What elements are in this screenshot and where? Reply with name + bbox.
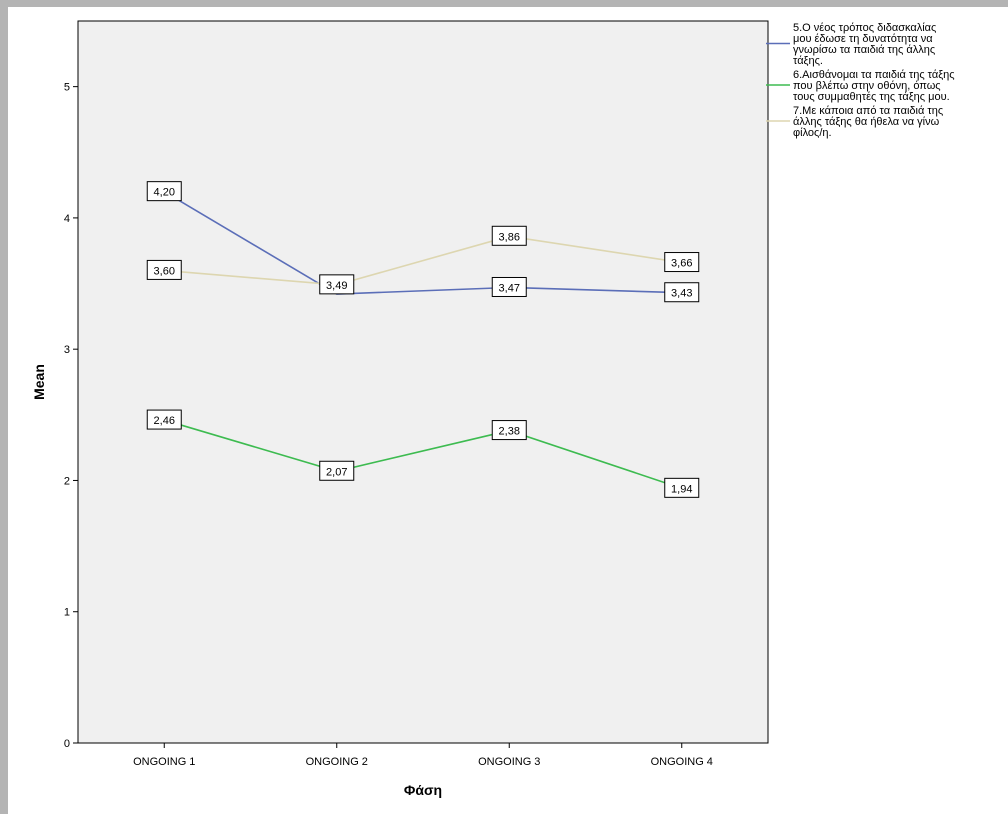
legend-label: 5.Ο νέος τρόπος διδασκαλίας bbox=[793, 22, 936, 34]
data-label-text: 3,86 bbox=[499, 231, 520, 243]
data-label-text: 4,20 bbox=[154, 187, 175, 199]
data-label: 3,60 bbox=[146, 259, 182, 280]
legend-label: γνωρίσω τα παιδιά της άλλης bbox=[793, 44, 935, 56]
y-tick-label: 0 bbox=[64, 738, 70, 750]
data-label-box bbox=[146, 259, 182, 280]
data-label-box bbox=[664, 252, 700, 273]
data-label-text: 3,47 bbox=[499, 282, 520, 294]
x-tick-label: ONGOING 3 bbox=[478, 756, 540, 768]
y-tick-label: 1 bbox=[64, 607, 70, 619]
series-line-2 bbox=[164, 419, 683, 490]
y-tick-label: 2 bbox=[64, 475, 70, 487]
axes: 0 1 2 3 4 5 ONGOING 1 ONGOING 2 ONGOING 3 ONGOING… bbox=[64, 21, 768, 768]
data-label-box bbox=[664, 282, 700, 303]
x-tick-label: ONGOING 1 bbox=[133, 756, 195, 768]
x-axis-title: Φάση bbox=[404, 782, 442, 798]
legend-label: άλλης τάξης θα ήθελα να γίνω bbox=[793, 116, 940, 128]
data-label-box bbox=[146, 181, 182, 202]
data-label-text: 3,66 bbox=[671, 258, 692, 270]
data-label-box bbox=[319, 460, 355, 481]
legend-label: φίλος/η. bbox=[793, 127, 832, 139]
legend-label: τους συμμαθητές της τάξης μου. bbox=[793, 91, 950, 103]
data-label-box bbox=[146, 409, 182, 430]
legend-label: μου έδωσε τη δυνατότητα να bbox=[793, 33, 933, 45]
series-line-3 bbox=[164, 235, 682, 286]
series-layer bbox=[163, 190, 683, 490]
x-tick-label: ONGOING 2 bbox=[306, 756, 368, 768]
data-label: 2,46 bbox=[146, 409, 182, 430]
y-tick-label: 5 bbox=[64, 82, 70, 94]
data-label-text: 2,38 bbox=[499, 426, 520, 438]
legend-label: 6.Αισθάνομαι τα παιδιά της τάξης bbox=[793, 69, 955, 81]
data-label-text: 3,60 bbox=[154, 265, 175, 277]
data-label: 4,20 bbox=[146, 181, 182, 202]
data-label: 2,07 bbox=[319, 460, 355, 481]
series-line-1 bbox=[163, 190, 682, 295]
data-label-text: 3,49 bbox=[326, 280, 347, 292]
data-label: 3,49 bbox=[319, 274, 355, 295]
legend-label: 7.Με κάποια από τα παιδιά της bbox=[793, 105, 943, 117]
data-label: 1,94 bbox=[664, 477, 700, 498]
y-tick-label: 4 bbox=[64, 213, 70, 225]
line-chart: 0 1 2 3 4 5 ONGOING 1 ONGOING 2 ONGOING 3 ONGOING… bbox=[31, 20, 955, 798]
y-tick-label: 3 bbox=[64, 344, 70, 356]
data-label-box bbox=[319, 274, 355, 295]
data-label-text: 1,94 bbox=[671, 483, 692, 495]
data-label: 3,86 bbox=[491, 225, 527, 246]
data-label: 2,38 bbox=[491, 420, 527, 441]
x-tick-label: ONGOING 4 bbox=[651, 756, 713, 768]
data-label-text: 2,46 bbox=[154, 415, 175, 427]
data-label-box bbox=[491, 225, 527, 246]
data-label-text: 3,43 bbox=[671, 288, 692, 300]
data-label: 3,47 bbox=[491, 276, 527, 297]
data-labels: 4,20 3,47 3,43 2,46 2,07 2,38 1,94 3,60 3,49 3,86… bbox=[146, 181, 700, 498]
data-label-box bbox=[491, 276, 527, 297]
plot-area bbox=[77, 20, 769, 744]
data-label-text: 2,07 bbox=[326, 466, 347, 478]
chart-frame: 0 1 2 3 4 5 ONGOING 1 ONGOING 2 ONGOING 3 ONGOING… bbox=[8, 7, 1008, 814]
data-label: 3,66 bbox=[664, 252, 700, 273]
data-label: 3,43 bbox=[664, 282, 700, 303]
data-label-box bbox=[664, 477, 700, 498]
y-axis-title: Mean bbox=[31, 364, 47, 400]
legend-label: που βλέπω στην οθόνη, όπως bbox=[793, 80, 941, 92]
data-label-box bbox=[491, 420, 527, 441]
legend-label: τάξης. bbox=[793, 55, 823, 67]
